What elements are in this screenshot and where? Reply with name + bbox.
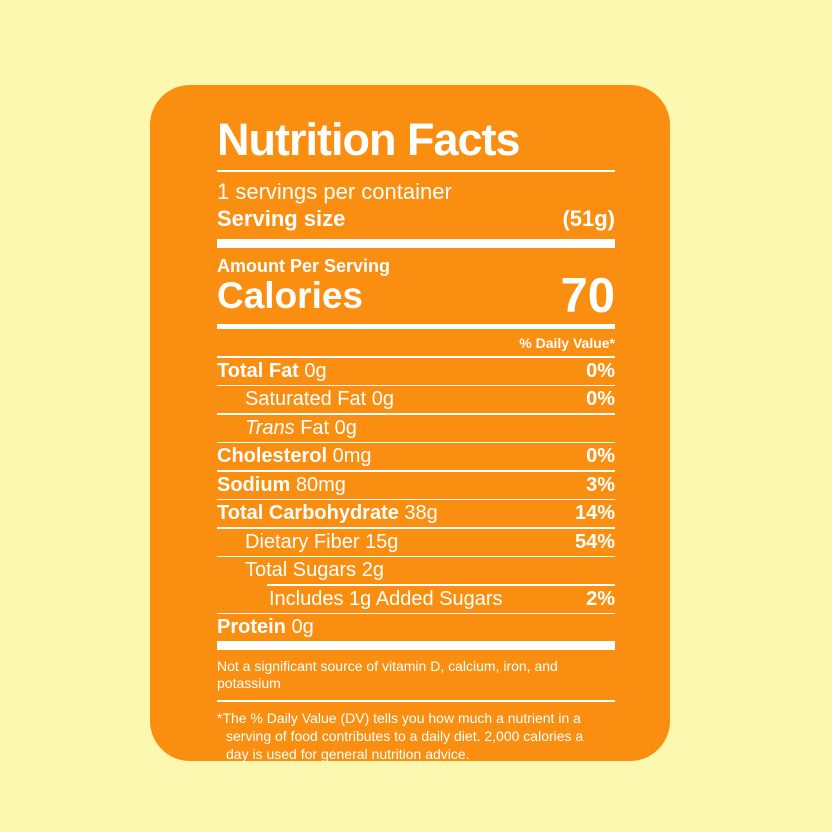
- nutrient-row-protein: Protein 0g: [217, 614, 615, 641]
- daily-value: 14%: [574, 502, 615, 524]
- nutrient-name: Total Carbohydrate 38g: [217, 502, 438, 524]
- nutrition-label-card: Nutrition Facts 1 servings per container…: [150, 85, 670, 763]
- row-divider: [217, 384, 615, 386]
- thick-separator-bottom: [217, 641, 615, 650]
- nutrient-name: Total Fat 0g: [217, 359, 327, 382]
- daily-value: 0%: [586, 388, 615, 410]
- nutrient-row-sodium: Sodium 80mg 3%: [217, 472, 615, 499]
- nutrient-name: Sodium 80mg: [217, 473, 346, 496]
- nutrient-row-dietary-fiber: Dietary Fiber 15g 54%: [217, 529, 615, 556]
- footnote-text: The % Daily Value (DV) tells you how muc…: [222, 709, 584, 762]
- nutrient-name: Dietary Fiber 15g: [245, 530, 399, 553]
- row-divider: [217, 612, 615, 614]
- nutrient-row-total-carbohydrate: Total Carbohydrate 38g 14%: [217, 500, 615, 527]
- serving-size-value: (51g): [562, 206, 615, 231]
- row-divider: [217, 470, 615, 472]
- daily-value: 3%: [586, 473, 615, 496]
- nutrition-facts-title: Nutrition Facts: [217, 114, 521, 165]
- title-rule: [217, 170, 615, 172]
- daily-value-header: % Daily Value*: [519, 335, 615, 351]
- row-divider: [267, 584, 615, 586]
- nutrient-row-trans-fat: Trans Fat 0g: [217, 415, 615, 442]
- daily-value-footnote: *The % Daily Value (DV) tells you how mu…: [217, 709, 607, 763]
- nutrient-name: Protein 0g: [217, 616, 314, 638]
- nutrient-name: Saturated Fat 0g: [245, 388, 394, 410]
- nutrient-row-added-sugars: Includes 1g Added Sugars 2%: [217, 586, 615, 613]
- serving-size-label: Serving size: [217, 206, 346, 231]
- footnote-asterisk: *: [217, 709, 223, 726]
- row-divider: [217, 441, 615, 443]
- insignificant-nutrients-note: Not a significant source of vitamin D, c…: [217, 658, 558, 691]
- nutrient-name: Cholesterol 0mg: [217, 445, 372, 467]
- row-divider: [217, 498, 615, 500]
- calories-label: Calories: [217, 275, 364, 316]
- nutrient-name: Total Sugars 2g: [245, 559, 384, 581]
- nutrient-name: Trans Fat 0g: [245, 416, 357, 439]
- daily-value: 2%: [586, 587, 615, 610]
- row-divider: [217, 555, 615, 557]
- daily-value: 54%: [574, 530, 615, 553]
- medium-separator: [217, 324, 615, 329]
- nutrient-row-saturated-fat: Saturated Fat 0g 0%: [217, 386, 615, 413]
- daily-value: 0%: [586, 359, 615, 382]
- nutrient-row-cholesterol: Cholesterol 0mg 0%: [217, 443, 615, 470]
- nutrient-name: Includes 1g Added Sugars: [269, 587, 503, 610]
- nutrient-rows: Total Fat 0g 0% Saturated Fat 0g 0% Trans Fa…: [217, 356, 615, 641]
- footnote-rule: [217, 700, 615, 702]
- serving-size-row: Serving size (51g): [217, 205, 615, 232]
- servings-per-container: 1 servings per container: [217, 179, 452, 204]
- row-divider: [217, 413, 615, 415]
- calories-row: Calories 70: [217, 269, 615, 323]
- calories-value: 70: [560, 269, 615, 323]
- nutrient-row-total-fat: Total Fat 0g 0%: [217, 358, 615, 385]
- row-divider: [217, 356, 615, 358]
- thick-separator-top: [217, 239, 615, 248]
- amount-per-serving-label: Amount Per Serving: [217, 256, 391, 276]
- row-divider: [217, 527, 615, 529]
- nutrient-row-total-sugars: Total Sugars 2g: [217, 557, 615, 584]
- daily-value: 0%: [586, 445, 615, 467]
